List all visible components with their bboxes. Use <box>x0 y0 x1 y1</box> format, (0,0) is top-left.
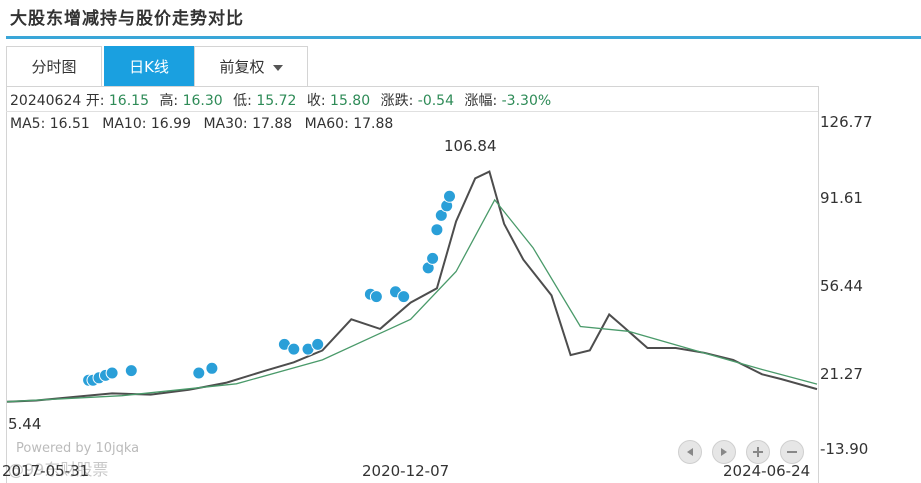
y-tick: -13.90 <box>820 440 869 458</box>
close-label: 收: <box>306 93 326 109</box>
close-value: 15.80 <box>330 93 371 109</box>
change-value: -0.54 <box>417 93 454 109</box>
y-axis-panel <box>818 86 921 483</box>
next-icon[interactable] <box>712 440 736 464</box>
legend-ma5: MA5: 16.51 <box>10 116 90 132</box>
quote-bar: 20240624 开: 16.15 高: 16.30 低: 15.72 收: 1… <box>10 90 557 110</box>
powered-by: Powered by 10jqka <box>16 441 140 456</box>
kline-chart[interactable] <box>6 112 818 448</box>
min-price-label: 5.44 <box>8 415 42 433</box>
chevron-down-icon <box>272 64 283 71</box>
holder-change-marker[interactable] <box>205 361 219 375</box>
legend-ma30: MA30: 17.88 <box>203 116 293 132</box>
holder-change-marker[interactable] <box>311 337 325 351</box>
ma60-line <box>6 198 818 403</box>
y-tick: 56.44 <box>820 277 863 295</box>
tab-timeshare[interactable]: 分时图 <box>6 46 102 86</box>
pct-value: -3.30% <box>501 93 552 109</box>
chart-frame <box>6 86 818 483</box>
holder-change-marker[interactable] <box>369 290 383 304</box>
price-line <box>6 170 818 403</box>
low-label: 低: <box>233 93 252 109</box>
tab-daily-kline[interactable]: 日K线 <box>104 46 194 86</box>
open-value: 16.15 <box>108 93 149 109</box>
holder-change-marker[interactable] <box>105 366 119 380</box>
y-tick: 91.61 <box>820 189 863 207</box>
tab-adjust-dropdown[interactable]: 前复权 <box>194 46 308 86</box>
adjust-label: 前复权 <box>219 58 265 76</box>
holder-change-marker[interactable] <box>192 366 206 380</box>
page-title: 大股东增减持与股价走势对比 <box>10 9 244 29</box>
x-tick: 2017-05-31 <box>2 462 90 480</box>
holder-change-marker[interactable] <box>397 290 411 304</box>
watermark: @99东财股票 <box>8 460 109 479</box>
x-tick: 2024-06-24 <box>723 462 811 480</box>
y-tick: 21.27 <box>820 365 863 383</box>
holder-change-marker[interactable] <box>426 251 440 265</box>
ma-legend: MA5: 16.51 MA10: 16.99 MA30: 17.88 MA60:… <box>10 116 401 132</box>
open-label: 开: <box>85 93 105 109</box>
max-price-label: 106.84 <box>444 137 497 155</box>
high-label: 高: <box>159 93 179 109</box>
holder-change-marker[interactable] <box>430 223 444 237</box>
title-divider <box>6 36 921 39</box>
zoom-in-icon[interactable] <box>746 440 770 464</box>
change-label: 涨跌: <box>380 93 414 109</box>
high-value: 16.30 <box>182 93 223 109</box>
pct-label: 涨幅: <box>464 93 498 109</box>
low-value: 15.72 <box>256 93 297 109</box>
legend-ma10: MA10: 16.99 <box>102 116 191 132</box>
quote-divider <box>6 111 818 112</box>
legend-ma60: MA60: 17.88 <box>304 116 394 132</box>
holder-change-marker[interactable] <box>124 364 138 378</box>
holder-change-marker[interactable] <box>287 342 301 356</box>
y-tick: 126.77 <box>820 113 873 131</box>
holder-change-marker[interactable] <box>443 189 456 203</box>
zoom-out-icon[interactable] <box>780 440 804 464</box>
x-tick: 2020-12-07 <box>362 462 450 480</box>
prev-icon[interactable] <box>678 440 702 464</box>
quote-date: 20240624 <box>10 93 82 109</box>
